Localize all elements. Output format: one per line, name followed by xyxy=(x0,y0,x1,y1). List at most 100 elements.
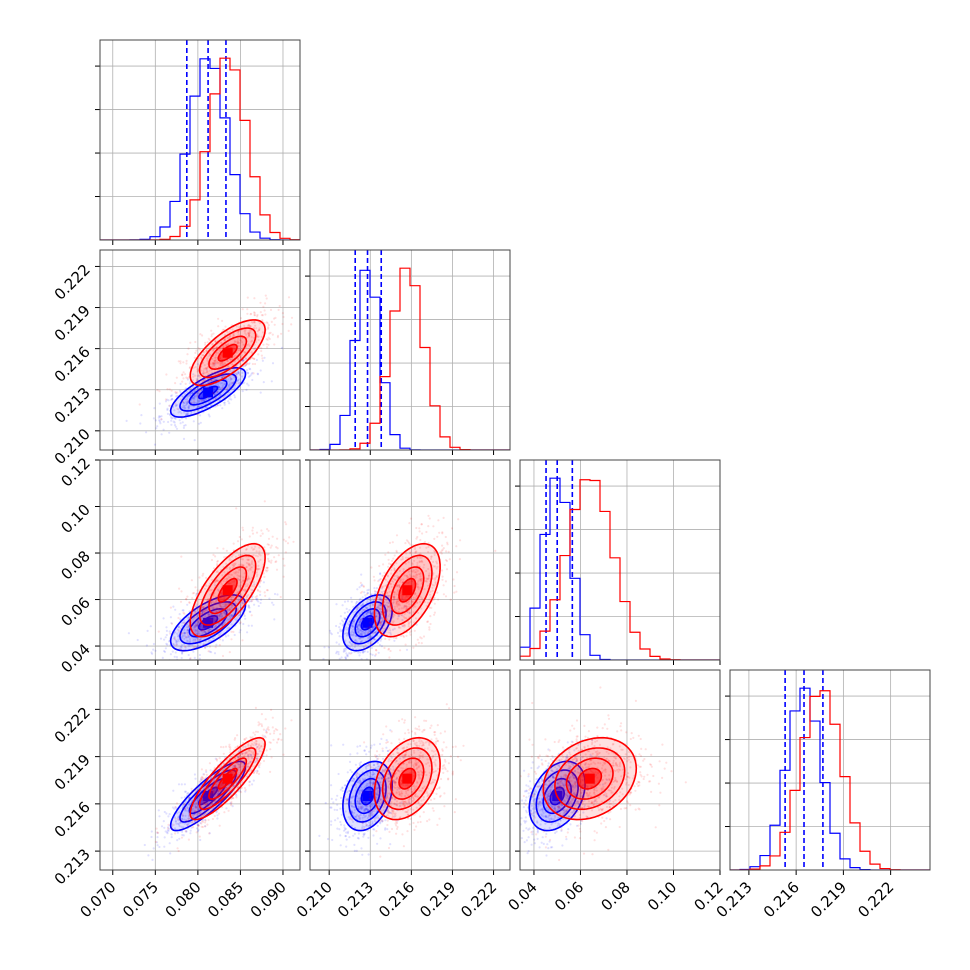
sample-point xyxy=(251,757,254,760)
sample-point xyxy=(223,339,226,342)
sample-point xyxy=(199,838,202,842)
sample-point xyxy=(208,645,211,648)
sample-point xyxy=(177,408,180,411)
sample-point xyxy=(220,341,223,344)
sample-point xyxy=(253,357,256,360)
panel-1-1 xyxy=(305,249,511,455)
sample-point xyxy=(379,611,383,614)
sample-point xyxy=(194,624,197,627)
sample-point xyxy=(238,578,242,581)
sample-point xyxy=(428,517,431,520)
sample-point xyxy=(192,626,195,629)
sample-point xyxy=(235,374,238,377)
sample-point xyxy=(419,586,422,589)
sample-point xyxy=(168,630,171,633)
sample-point xyxy=(366,589,369,592)
sample-point xyxy=(420,559,423,563)
sample-point xyxy=(248,567,251,570)
sample-point xyxy=(272,603,275,606)
sample-point xyxy=(268,332,271,335)
y-tick-label: 0.10 xyxy=(57,501,93,537)
sample-point xyxy=(179,821,182,825)
sample-point xyxy=(186,391,189,394)
sample-point xyxy=(257,560,260,563)
sample-point xyxy=(357,651,360,654)
sample-point xyxy=(440,552,443,555)
sample-point xyxy=(243,324,246,327)
sample-point xyxy=(204,343,207,346)
sample-point xyxy=(228,559,231,562)
sample-point xyxy=(258,328,261,331)
sample-point xyxy=(184,635,187,639)
sample-point xyxy=(195,377,198,380)
sample-point xyxy=(253,603,256,606)
sample-point xyxy=(226,386,229,389)
sample-point xyxy=(342,650,345,653)
sample-point xyxy=(421,561,424,564)
sample-point xyxy=(196,645,200,648)
sample-point xyxy=(180,555,183,558)
sample-point xyxy=(218,624,221,627)
sample-point xyxy=(201,381,204,384)
sample-point xyxy=(209,604,212,608)
sample-point xyxy=(198,401,201,404)
sample-point xyxy=(418,600,422,604)
sample-point xyxy=(251,371,254,375)
sample-point xyxy=(352,628,355,631)
sample-point xyxy=(266,322,269,325)
sample-point xyxy=(265,749,268,752)
sample-point xyxy=(245,363,248,366)
sample-point xyxy=(187,616,190,619)
sample-point xyxy=(230,555,234,558)
sample-point xyxy=(239,629,242,632)
sample-point xyxy=(395,602,398,605)
sample-point xyxy=(227,378,230,381)
sample-point xyxy=(403,612,406,616)
sample-point xyxy=(196,645,200,648)
sample-point xyxy=(251,526,254,529)
sample-point xyxy=(229,335,232,338)
sample-point xyxy=(350,651,353,655)
sample-point xyxy=(212,349,215,353)
sample-point xyxy=(211,620,215,624)
sample-point xyxy=(418,530,421,533)
sample-point xyxy=(414,547,417,551)
sample-point xyxy=(242,529,245,532)
sample-point xyxy=(195,379,198,382)
sample-point xyxy=(223,578,226,581)
sample-point xyxy=(211,379,214,382)
sample-point xyxy=(248,324,251,327)
sample-point xyxy=(256,330,259,333)
sample-point xyxy=(246,382,249,385)
sample-point xyxy=(251,560,254,563)
sample-point xyxy=(215,610,218,613)
sample-point xyxy=(204,615,207,618)
sample-point xyxy=(183,662,185,664)
sample-point xyxy=(237,378,240,381)
sample-point xyxy=(187,626,190,629)
sample-point xyxy=(219,615,222,619)
sample-point xyxy=(361,583,364,586)
sample-point xyxy=(145,644,148,647)
sample-point xyxy=(212,606,216,610)
sample-point xyxy=(391,541,394,544)
sample-point xyxy=(415,601,419,604)
sample-point xyxy=(176,407,179,410)
sample-point xyxy=(352,631,355,634)
sample-point xyxy=(419,571,422,575)
sample-point xyxy=(155,427,158,430)
sample-point xyxy=(229,573,232,576)
sample-point xyxy=(435,575,438,579)
sample-point xyxy=(196,363,199,366)
sample-point xyxy=(218,636,221,639)
sample-point xyxy=(394,578,397,581)
sample-point xyxy=(258,328,261,332)
sample-point xyxy=(255,341,258,344)
sample-point xyxy=(392,601,395,604)
sample-point xyxy=(407,561,410,564)
sample-point xyxy=(213,359,217,362)
sample-point xyxy=(202,372,205,375)
sample-point xyxy=(209,628,212,631)
sample-point xyxy=(143,843,146,847)
sample-point xyxy=(223,401,226,404)
